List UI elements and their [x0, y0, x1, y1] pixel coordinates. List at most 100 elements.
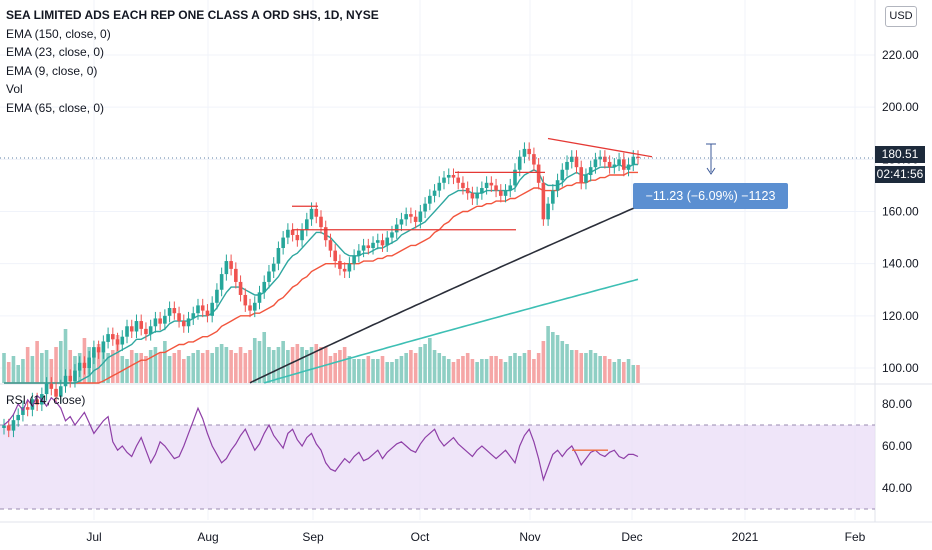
candle-body [106, 334, 110, 342]
candle-body [153, 318, 158, 327]
candle-body [115, 339, 120, 345]
candle-body [399, 219, 404, 225]
candle-body [451, 174, 456, 178]
currency-button[interactable]: USD [885, 6, 917, 27]
volume-bar [267, 347, 271, 383]
candle-body [35, 399, 39, 405]
candle-body [87, 357, 91, 368]
candle-body [323, 227, 328, 241]
candle-body [300, 229, 304, 241]
candle-body [63, 375, 68, 387]
candle-body [475, 193, 479, 199]
indicator-volume-label[interactable]: Vol [6, 82, 23, 96]
candle-body [257, 292, 262, 303]
candle-body [314, 208, 319, 217]
symbol-title: SEA LIMITED ADS EACH REP ONE CLASS A ORD… [6, 8, 379, 22]
volume-bar [276, 347, 281, 383]
volume-bar [153, 347, 158, 383]
candle-body [205, 310, 210, 316]
volume-bar [461, 356, 465, 383]
volume-bar [328, 356, 333, 383]
rsi-tick-label: 40.00 [882, 481, 912, 495]
candle-body [125, 326, 129, 337]
time-tick-label: Sep [302, 530, 324, 544]
candle-body [541, 182, 546, 220]
rsi-indicator-label[interactable]: RSI (14, close) [6, 393, 86, 407]
candle-body [144, 328, 148, 335]
candle-body [333, 250, 337, 262]
candle-body [44, 383, 49, 395]
volume-bar [631, 365, 636, 383]
volume-bar [579, 353, 584, 383]
volume-bar [314, 344, 319, 383]
volume-bar [342, 347, 347, 383]
volume-bar [442, 356, 446, 383]
volume-bar [475, 362, 479, 383]
volume-bar [305, 350, 309, 383]
candle-body [186, 318, 191, 327]
candle-body [229, 261, 233, 269]
indicator-ema150-label[interactable]: EMA (150, close, 0) [6, 26, 111, 41]
volume-bar [40, 353, 44, 383]
volume-bar [626, 359, 631, 383]
candle-body [612, 164, 617, 168]
volume-bar [423, 344, 427, 383]
measure-tool-label[interactable]: −11.23 (−6.09%) −1123 [633, 183, 788, 209]
candle-body [262, 281, 267, 293]
candle-body [347, 263, 352, 272]
candle-body [607, 161, 612, 168]
volume-bar [191, 353, 196, 383]
volume-bar [513, 353, 517, 383]
rsi-line [3, 394, 639, 482]
volume-bar [172, 353, 177, 383]
volume-bar [380, 356, 385, 383]
candle-body [200, 305, 205, 311]
ema-23-line [4, 171, 638, 384]
ema-65-line [263, 278, 639, 384]
volume-bar [210, 353, 214, 383]
volume-bar [177, 350, 181, 383]
candle-body [248, 305, 252, 311]
candle-body [30, 399, 35, 410]
candle-body [626, 164, 631, 170]
candle-body [385, 237, 390, 246]
volume-bar [584, 353, 588, 383]
price-tick-label: 140.00 [882, 257, 919, 271]
volume-bar [319, 347, 323, 383]
volume-bar [428, 338, 432, 383]
volume-bar [125, 359, 129, 383]
volume-bar [517, 356, 522, 383]
candle-body [532, 154, 536, 165]
indicator-ema23-label[interactable]: EMA (23, close, 0) [6, 45, 105, 59]
candle-body [593, 159, 598, 168]
candle-body [437, 182, 442, 191]
volume-bar [470, 359, 475, 383]
volume-bar [205, 350, 210, 383]
candle-body [461, 182, 465, 189]
volume-bar [148, 350, 153, 383]
candle-body [555, 180, 560, 191]
volume-bar [215, 347, 219, 383]
candle-body [238, 281, 243, 295]
volume-bar [622, 362, 626, 383]
volume-bar [44, 350, 49, 383]
candle-body [243, 294, 248, 306]
rsi-tick-label: 80.00 [882, 397, 912, 411]
candle-body [158, 318, 162, 324]
volume-bar [16, 365, 20, 383]
indicator-ema65-label[interactable]: EMA (65, close, 0) [6, 100, 105, 115]
volume-bar [144, 356, 148, 383]
candle-body [513, 169, 517, 186]
price-tick-label: 100.00 [882, 361, 919, 375]
candle-body [352, 255, 356, 264]
candle-body [271, 263, 276, 272]
candle-body [527, 148, 531, 155]
volume-bar [522, 353, 527, 383]
volume-bar [409, 350, 413, 383]
candle-body [82, 362, 87, 368]
volume-bar [480, 359, 484, 383]
volume-bar [309, 347, 314, 383]
indicator-ema9-label[interactable]: EMA (9, close, 0) [6, 63, 98, 78]
volume-bar [541, 341, 546, 383]
